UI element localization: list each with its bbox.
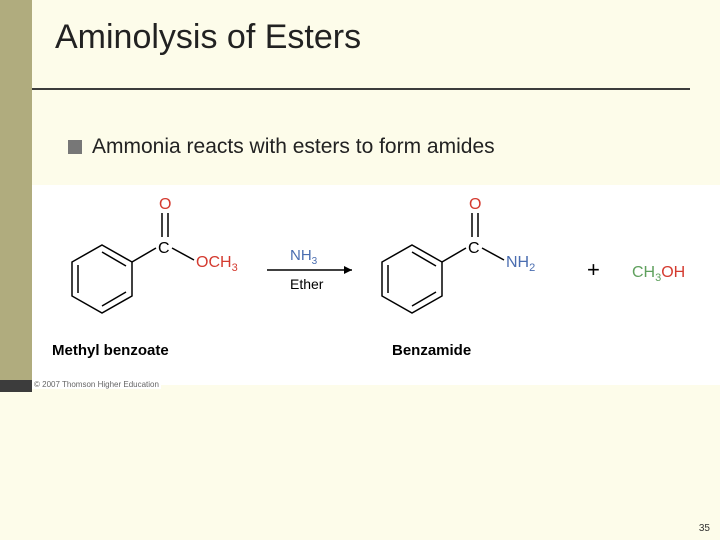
plus-sign: + <box>587 257 600 282</box>
copyright-text: © 2007 Thomson Higher Education <box>32 380 161 389</box>
bullet-text: Ammonia reacts with esters to form amide… <box>92 135 495 159</box>
reagent-bottom: Ether <box>290 276 324 292</box>
o-atom-1: O <box>159 196 171 213</box>
o-atom-2: O <box>469 196 481 213</box>
product-label: Benzamide <box>392 342 471 359</box>
nh2-label: NH2 <box>506 254 535 274</box>
reaction-diagram: C O OCH3 Methyl benzoate NH3 Ether C O N… <box>32 185 720 385</box>
slide-title: Aminolysis of Esters <box>55 18 361 57</box>
byproduct: CH3OH <box>632 264 685 284</box>
title-underline <box>32 88 690 90</box>
c-atom-2: C <box>468 240 480 257</box>
och3-label: OCH3 <box>196 254 238 274</box>
bullet-item: Ammonia reacts with esters to form amide… <box>68 135 495 159</box>
reactant-label: Methyl benzoate <box>52 342 169 359</box>
page-number: 35 <box>699 523 710 534</box>
sidebar-accent <box>0 0 32 380</box>
bullet-icon <box>68 140 82 154</box>
c-atom-1: C <box>158 240 170 257</box>
sidebar-accent-dark <box>0 380 32 392</box>
reagent-top: NH3 <box>290 247 318 267</box>
